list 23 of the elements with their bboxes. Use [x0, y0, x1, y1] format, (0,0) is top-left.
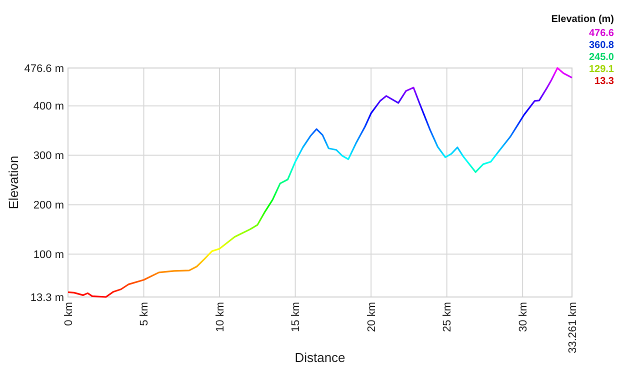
text: 13.3	[594, 76, 614, 87]
y-tick-label: 300 m	[33, 150, 64, 162]
y-tick-label: 100 m	[33, 248, 64, 261]
x-tick-label: 0 km	[62, 302, 75, 326]
y-tick-label: 200 m	[33, 200, 64, 212]
y-tick-label: 400 m	[33, 100, 64, 113]
y-tick-label: 13.3 m	[30, 292, 64, 304]
x-tick-label: 20 km	[366, 302, 378, 332]
x-tick-label: 25 km	[442, 302, 454, 332]
x-axis-title: Distance	[294, 350, 346, 365]
y-tick-label: 476.6 m	[24, 62, 64, 75]
text: 129.1	[588, 64, 614, 75]
text: 360.8	[588, 40, 614, 51]
y-axis-title: Elevation	[6, 156, 21, 210]
x-tick-label: 30 km	[517, 302, 530, 332]
x-tick-label: 15 km	[290, 302, 302, 332]
line-series	[67, 67, 573, 298]
x-tick-label: 33.261 km	[566, 302, 579, 354]
text: 476.6	[588, 28, 614, 39]
x-tick-label: 10 km	[214, 302, 226, 332]
x-tick-label: 5 km	[138, 302, 151, 326]
text: 245.0	[588, 52, 614, 63]
text: Elevation (m)	[551, 14, 614, 25]
